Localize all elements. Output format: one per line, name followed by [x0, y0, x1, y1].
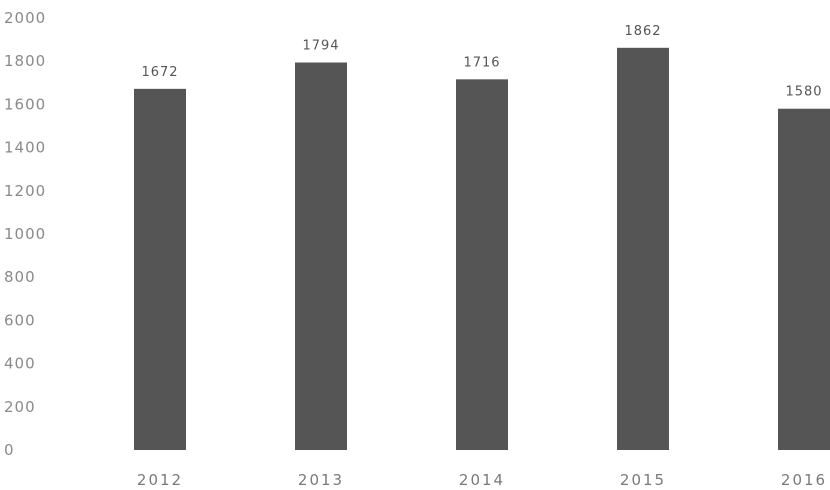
bars [134, 48, 830, 450]
data-label-2012: 1672 [141, 65, 178, 80]
y-tick-label: 0 [4, 441, 15, 459]
bar-2013 [295, 62, 347, 450]
data-label-2015: 1862 [624, 24, 661, 39]
bar-2015 [617, 48, 669, 450]
y-tick-label: 1600 [4, 95, 46, 113]
x-tick-label-2013: 2013 [298, 471, 344, 489]
y-tick-label: 1200 [4, 182, 46, 200]
y-axis: 0 200 400 600 800 1000 1200 1400 1600 1800 2000 [4, 9, 46, 459]
y-tick-label: 600 [4, 311, 36, 329]
x-tick-label-2016: 2016 [781, 471, 827, 489]
x-tick-label-2012: 2012 [137, 471, 183, 489]
data-label-2013: 1794 [302, 38, 339, 53]
y-tick-label: 400 [4, 355, 36, 373]
data-label-2016: 1580 [785, 85, 822, 100]
y-tick-label: 1400 [4, 139, 46, 157]
bar-2014 [456, 79, 508, 450]
x-tick-label-2014: 2014 [459, 471, 505, 489]
y-tick-label: 1800 [4, 52, 46, 70]
x-axis: 2012 2013 2014 2015 2016 [137, 471, 827, 489]
y-tick-label: 800 [4, 268, 36, 286]
x-tick-label-2015: 2015 [620, 471, 666, 489]
y-tick-label: 2000 [4, 9, 46, 27]
data-label-2014: 1716 [463, 55, 500, 70]
bar-2012 [134, 89, 186, 450]
bar-2016 [778, 109, 830, 450]
y-tick-label: 1000 [4, 225, 46, 243]
y-tick-label: 200 [4, 398, 36, 416]
